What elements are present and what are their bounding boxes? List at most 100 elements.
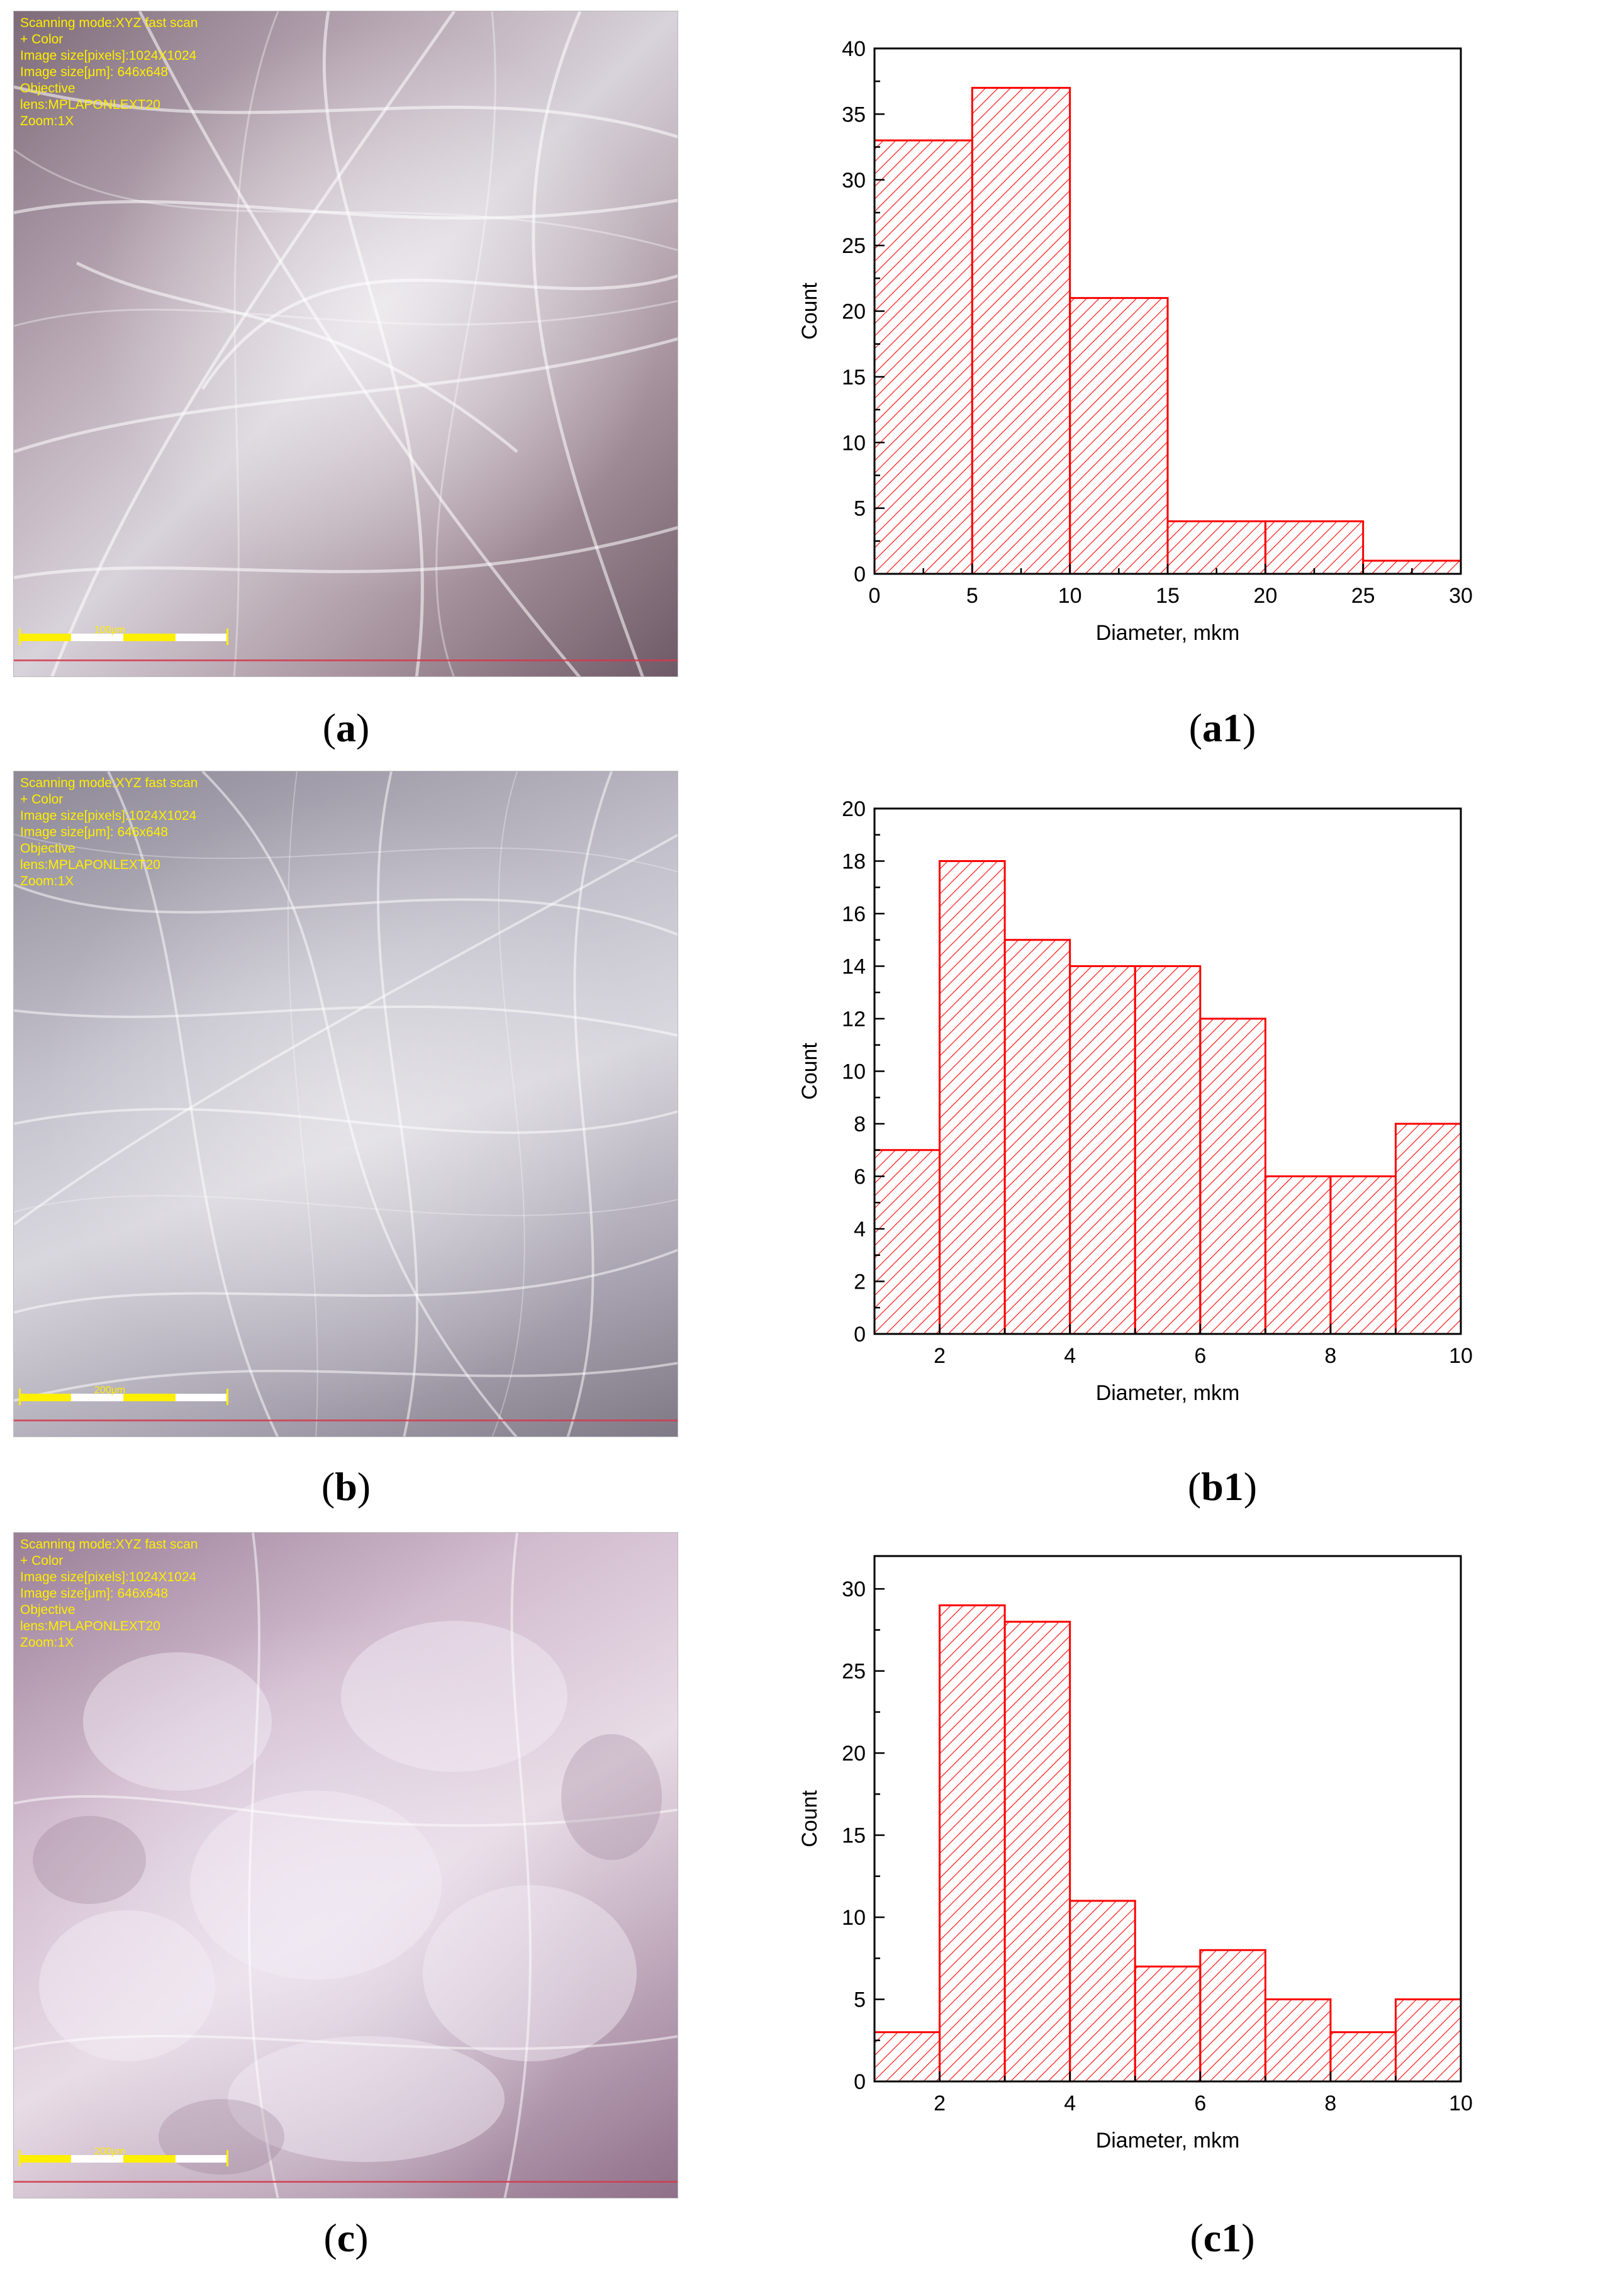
overlay-metadata: Scanning mode:XYZ fast scan + Color Imag… xyxy=(20,775,198,890)
y-tick-label: 16 xyxy=(842,902,866,926)
y-tick-label: 12 xyxy=(842,1007,866,1031)
y-tick-label: 18 xyxy=(842,850,866,874)
y-tick-label: 5 xyxy=(854,497,866,521)
y-tick-label: 15 xyxy=(842,1824,866,1848)
y-tick-label: 35 xyxy=(842,103,866,126)
x-tick-label: 6 xyxy=(1194,2092,1206,2115)
overlay-line: Image size[μm]: 646x648 xyxy=(20,825,169,839)
y-tick-label: 0 xyxy=(854,1323,866,1347)
histogram-bar xyxy=(1003,939,1071,1335)
y-tick-label: 0 xyxy=(854,2070,866,2094)
x-tick-label: 2 xyxy=(934,2092,946,2115)
micrograph-c: Scanning mode:XYZ fast scan + Color Imag… xyxy=(13,1532,678,2198)
scale-bar: 200μm xyxy=(19,1385,228,1405)
caption-a1: (a1) xyxy=(1188,705,1256,750)
y-tick-label: 2 xyxy=(854,1270,866,1294)
y-tick-label: 20 xyxy=(842,1742,866,1766)
x-tick-label: 10 xyxy=(1449,1344,1473,1368)
y-tick-label: 6 xyxy=(854,1165,866,1189)
x-tick-label: 10 xyxy=(1058,584,1082,608)
overlay-line: Zoom:1X xyxy=(20,874,74,888)
caption-b: (b) xyxy=(321,1464,371,1509)
scale-bar-label: 100μm xyxy=(94,625,126,636)
y-tick-label: 10 xyxy=(842,1060,866,1084)
scan-line xyxy=(14,1420,678,1421)
scale-bar-label: 200μm xyxy=(94,2146,126,2157)
x-tick-label: 8 xyxy=(1324,1344,1336,1368)
overlay-line: Image size[μm]: 646x648 xyxy=(20,65,169,79)
scale-bar-label: 200μm xyxy=(94,1385,126,1396)
overlay-line: Objective xyxy=(20,841,75,856)
caption-c: (c) xyxy=(323,2215,369,2260)
y-tick-label: 5 xyxy=(854,1988,866,2012)
x-tick-label: 10 xyxy=(1449,2092,1473,2115)
x-tick-label: 8 xyxy=(1324,2092,1336,2115)
overlay-line: Image size[pixels]:1024X1024 xyxy=(20,1570,197,1584)
fiber-texture xyxy=(14,771,678,1436)
histogram-a1: 0 5 10 15 20 25 30 35 40 0 5 10 15 20 25 30 Diameter, mk… xyxy=(798,37,1473,645)
overlay-line: Scanning mode:XYZ fast scan xyxy=(20,1537,198,1552)
histogram-bar xyxy=(1329,2031,1397,2083)
histogram-bar xyxy=(1134,1965,1202,2083)
overlay-line: + Color xyxy=(20,792,64,807)
y-axis-label: Count xyxy=(798,1790,822,1847)
y-tick-label: 30 xyxy=(842,1577,866,1601)
overlay-metadata: Scanning mode:XYZ fast scan + Color Imag… xyxy=(20,1537,198,1651)
x-tick-label: 5 xyxy=(966,584,978,608)
y-axis-label: Count xyxy=(798,1043,822,1100)
histogram-b1: 0 2 4 6 8 10 12 14 16 18 20 2 4 6 8 10 Diameter, mkm Coun… xyxy=(798,797,1473,1405)
overlay-line: lens:MPLAPONLEXT20 xyxy=(20,1619,160,1633)
histogram-bar xyxy=(1069,965,1136,1335)
x-axis-label: Diameter, mkm xyxy=(1096,2129,1240,2153)
histogram-c1: 0 5 10 15 20 25 30 2 4 6 8 10 Diameter, mkm Count xyxy=(798,1555,1473,2153)
y-tick-label: 40 xyxy=(842,37,866,61)
x-axis-label: Diameter, mkm xyxy=(1096,621,1240,645)
histogram-bar xyxy=(939,1604,1006,2083)
x-tick-label: 6 xyxy=(1194,1344,1206,1368)
histogram-bar xyxy=(971,87,1071,575)
overlay-line: Image size[μm]: 646x648 xyxy=(20,1586,169,1601)
histogram-bar xyxy=(873,2031,941,2083)
y-tick-label: 20 xyxy=(842,300,866,324)
y-tick-label: 20 xyxy=(842,797,866,821)
plot-frame xyxy=(873,1555,1462,2083)
y-axis-label: Count xyxy=(798,283,822,340)
caption-b1: (b1) xyxy=(1187,1464,1258,1509)
histogram-bar xyxy=(939,860,1006,1335)
overlay-line: Scanning mode:XYZ fast scan xyxy=(20,16,198,30)
histogram-bar xyxy=(1394,1998,1462,2083)
film-texture xyxy=(14,1533,678,2198)
micrograph-b: Scanning mode:XYZ fast scan + Color Imag… xyxy=(13,771,678,1437)
histogram-bar xyxy=(1264,1998,1332,2083)
y-tick-label: 25 xyxy=(842,1660,866,1684)
overlay-line: Scanning mode:XYZ fast scan xyxy=(20,776,198,790)
x-tick-label: 0 xyxy=(869,584,881,608)
histogram-bar xyxy=(873,1149,941,1335)
histogram-bar xyxy=(1199,1949,1266,2083)
caption-a: (a) xyxy=(322,705,370,750)
overlay-line: Objective xyxy=(20,81,75,96)
y-tick-label: 4 xyxy=(854,1218,866,1241)
scale-bar: 200μm xyxy=(19,2146,228,2166)
histogram-bar xyxy=(1166,520,1266,575)
overlay-line: Image size[pixels]:1024X1024 xyxy=(20,809,197,823)
y-tick-label: 0 xyxy=(854,563,866,586)
y-tick-label: 30 xyxy=(842,169,866,193)
scale-bar: 100μm xyxy=(19,625,228,645)
x-tick-label: 25 xyxy=(1351,584,1375,608)
y-tick-label: 25 xyxy=(842,234,866,258)
y-tick-label: 10 xyxy=(842,431,866,455)
x-axis-label: Diameter, mkm xyxy=(1096,1381,1240,1405)
histogram-bar xyxy=(1003,1620,1071,2083)
overlay-line: lens:MPLAPONLEXT20 xyxy=(20,858,160,872)
histogram-bar xyxy=(1264,1175,1332,1335)
overlay-line: Objective xyxy=(20,1603,75,1617)
histogram-bar xyxy=(873,139,973,575)
histogram-bar xyxy=(1199,1017,1266,1335)
histogram-bar xyxy=(1134,965,1202,1335)
y-tick-label: 10 xyxy=(842,1906,866,1930)
x-tick-label: 4 xyxy=(1064,2092,1076,2115)
x-tick-label: 20 xyxy=(1253,584,1277,608)
y-tick-label: 8 xyxy=(854,1112,866,1136)
overlay-line: + Color xyxy=(20,32,64,47)
